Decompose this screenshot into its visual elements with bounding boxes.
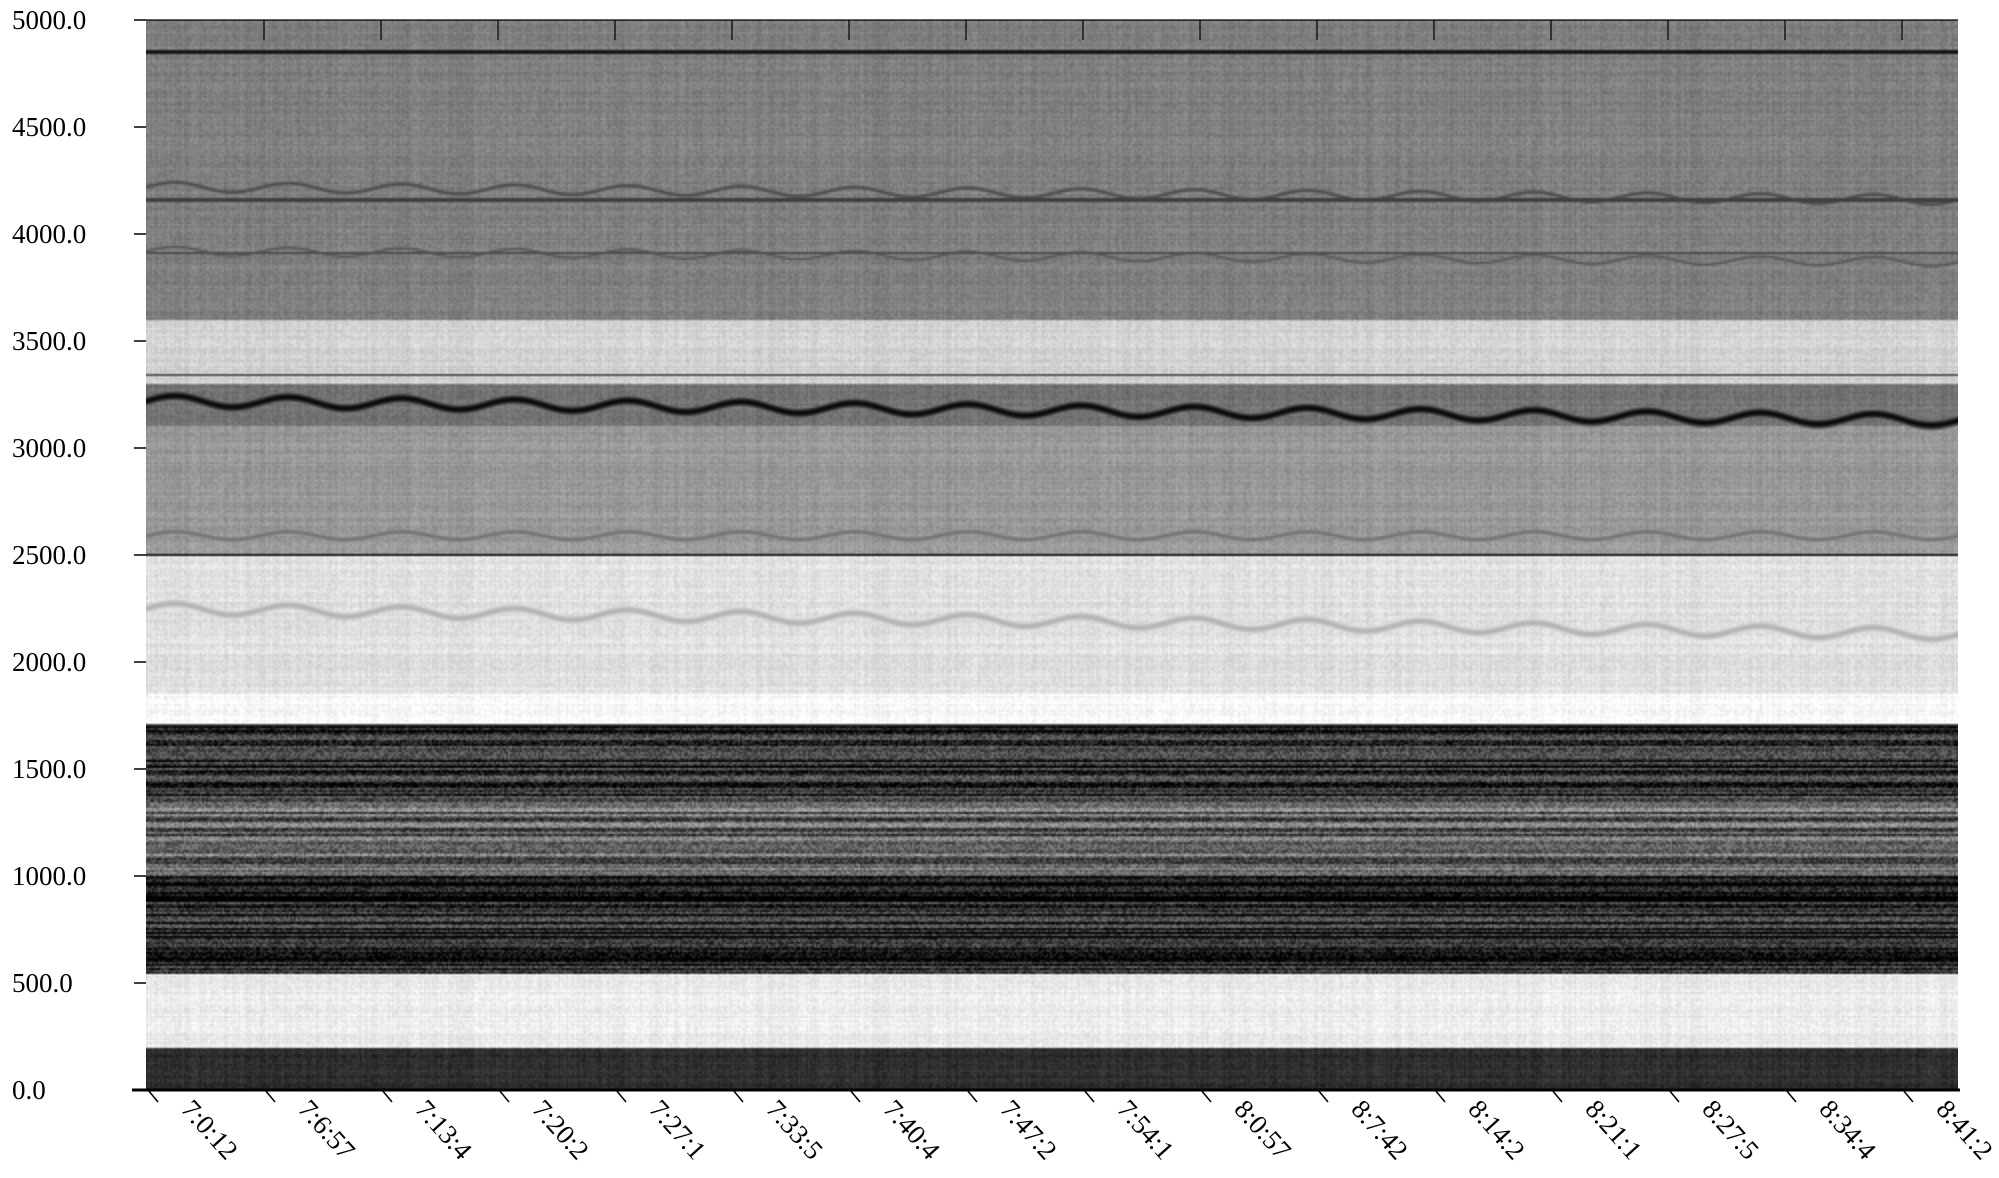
y-tick-label: 5000.0	[12, 5, 86, 35]
y-tick-label: 1000.0	[12, 861, 86, 891]
y-tick-label: 3000.0	[12, 433, 86, 463]
x-tick-label: 7:40:4	[878, 1094, 947, 1166]
x-tick-mark	[498, 1089, 510, 1103]
x-tick-label: 8:21:1	[1580, 1094, 1648, 1165]
y-tick-label: 4000.0	[12, 219, 86, 249]
x-tick-label: 8:27:5	[1697, 1094, 1765, 1165]
x-tick-label: 7:33:5	[761, 1094, 829, 1165]
x-tick-label: 8:41:2	[1931, 1094, 1999, 1165]
y-tick-label: 3500.0	[12, 326, 86, 356]
x-tick-mark	[966, 1089, 978, 1103]
x-tick-mark	[1551, 1089, 1563, 1103]
x-tick-mark	[1083, 1089, 1095, 1103]
x-tick-label: 7:20:2	[527, 1094, 595, 1165]
x-tick-label: 8:7:42	[1346, 1094, 1414, 1165]
y-axis: 0.0 500.0 1000.0 1500.0 2000.0 2500.0 3000.0 35…	[12, 5, 146, 1105]
x-axis: 7:0:12 7:6:57 7:13:4 7:20:2 7:27:1 7:33:5 7:40…	[147, 1089, 1999, 1166]
y-tick-label: 4500.0	[12, 112, 86, 142]
x-tick-label: 7:6:57	[293, 1094, 361, 1165]
x-tick-mark	[1200, 1089, 1212, 1103]
x-tick-mark	[732, 1089, 744, 1103]
x-tick-mark	[1902, 1089, 1914, 1103]
x-tick-label: 7:27:1	[644, 1094, 712, 1165]
y-tick-label: 500.0	[12, 968, 73, 998]
x-tick-mark	[1668, 1089, 1680, 1103]
y-tick-label: 0.0	[12, 1075, 46, 1105]
spectrogram-heatmap	[146, 20, 1958, 1090]
x-tick-mark	[615, 1089, 627, 1103]
y-tick-label: 2000.0	[12, 647, 86, 677]
x-tick-label: 7:54:1	[1112, 1094, 1180, 1165]
x-tick-label: 8:14:2	[1463, 1094, 1531, 1165]
x-tick-mark	[147, 1089, 159, 1103]
x-tick-mark	[381, 1089, 393, 1103]
x-tick-label: 8:34:4	[1814, 1094, 1883, 1166]
y-tick-label: 1500.0	[12, 754, 86, 784]
x-tick-mark	[264, 1089, 276, 1103]
x-tick-mark	[1785, 1089, 1797, 1103]
x-tick-label: 7:0:12	[176, 1094, 244, 1165]
x-tick-label: 7:13:4	[410, 1094, 479, 1166]
x-tick-mark	[1434, 1089, 1446, 1103]
y-tick-label: 2500.0	[12, 540, 86, 570]
x-tick-mark	[849, 1089, 861, 1103]
top-tick-marks	[263, 20, 1903, 40]
x-tick-label: 8:0:57	[1229, 1094, 1297, 1165]
x-tick-label: 7:47:2	[995, 1094, 1063, 1165]
x-tick-mark	[1317, 1089, 1329, 1103]
